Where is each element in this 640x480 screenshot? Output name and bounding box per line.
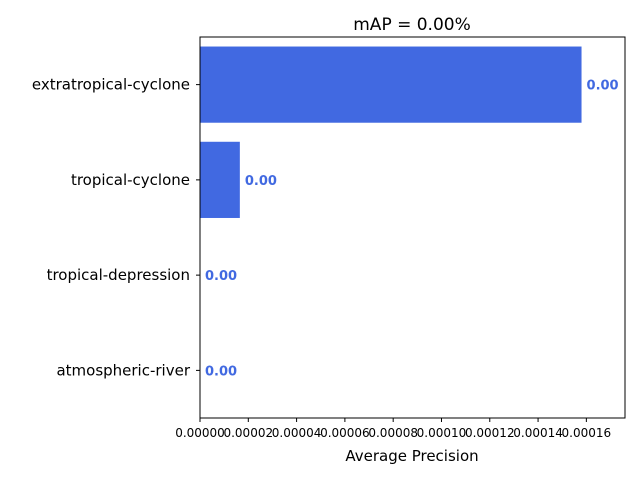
x-tick-label-8: 0.00016: [562, 426, 612, 440]
y-tick-labels-group: extratropical-cyclone tropical-cyclone tro…: [32, 76, 200, 379]
data-label-tropical-cyclone: 0.00: [245, 174, 277, 189]
x-tick-label-7: 0.00014: [513, 426, 563, 440]
x-tick-label-0: 0.00000: [175, 426, 225, 440]
data-label-atmospheric-river: 0.00: [205, 364, 237, 379]
x-tick-label-3: 0.00006: [320, 426, 370, 440]
y-tick-label-extratropical-cyclone: extratropical-cyclone: [32, 76, 190, 94]
y-tick-label-atmospheric-river: atmospheric-river: [56, 361, 190, 379]
data-label-extratropical-cyclone: 0.00: [587, 79, 619, 94]
x-tick-label-4: 0.00008: [368, 426, 418, 440]
x-ticks-group: 0.000000.000020.000040.000060.000080.000…: [175, 418, 611, 440]
x-tick-label-6: 0.00012: [465, 426, 515, 440]
x-tick-label-5: 0.00010: [417, 426, 467, 440]
plot-frame: [199, 36, 626, 419]
data-labels-group: 0.00 0.00 0.00 0.00: [205, 79, 619, 380]
bar-extratropical-cyclone: [200, 46, 582, 123]
y-tick-label-tropical-depression: tropical-depression: [47, 266, 190, 284]
chart-title: mAP = 0.00%: [353, 15, 471, 35]
y-tick-label-tropical-cyclone: tropical-cyclone: [71, 171, 190, 189]
x-tick-label-2: 0.00004: [272, 426, 322, 440]
bars-group: [200, 46, 582, 218]
bar-tropical-cyclone: [200, 141, 240, 218]
data-label-tropical-depression: 0.00: [205, 269, 237, 284]
x-axis-label: Average Precision: [345, 447, 478, 465]
x-tick-label-1: 0.00002: [223, 426, 273, 440]
